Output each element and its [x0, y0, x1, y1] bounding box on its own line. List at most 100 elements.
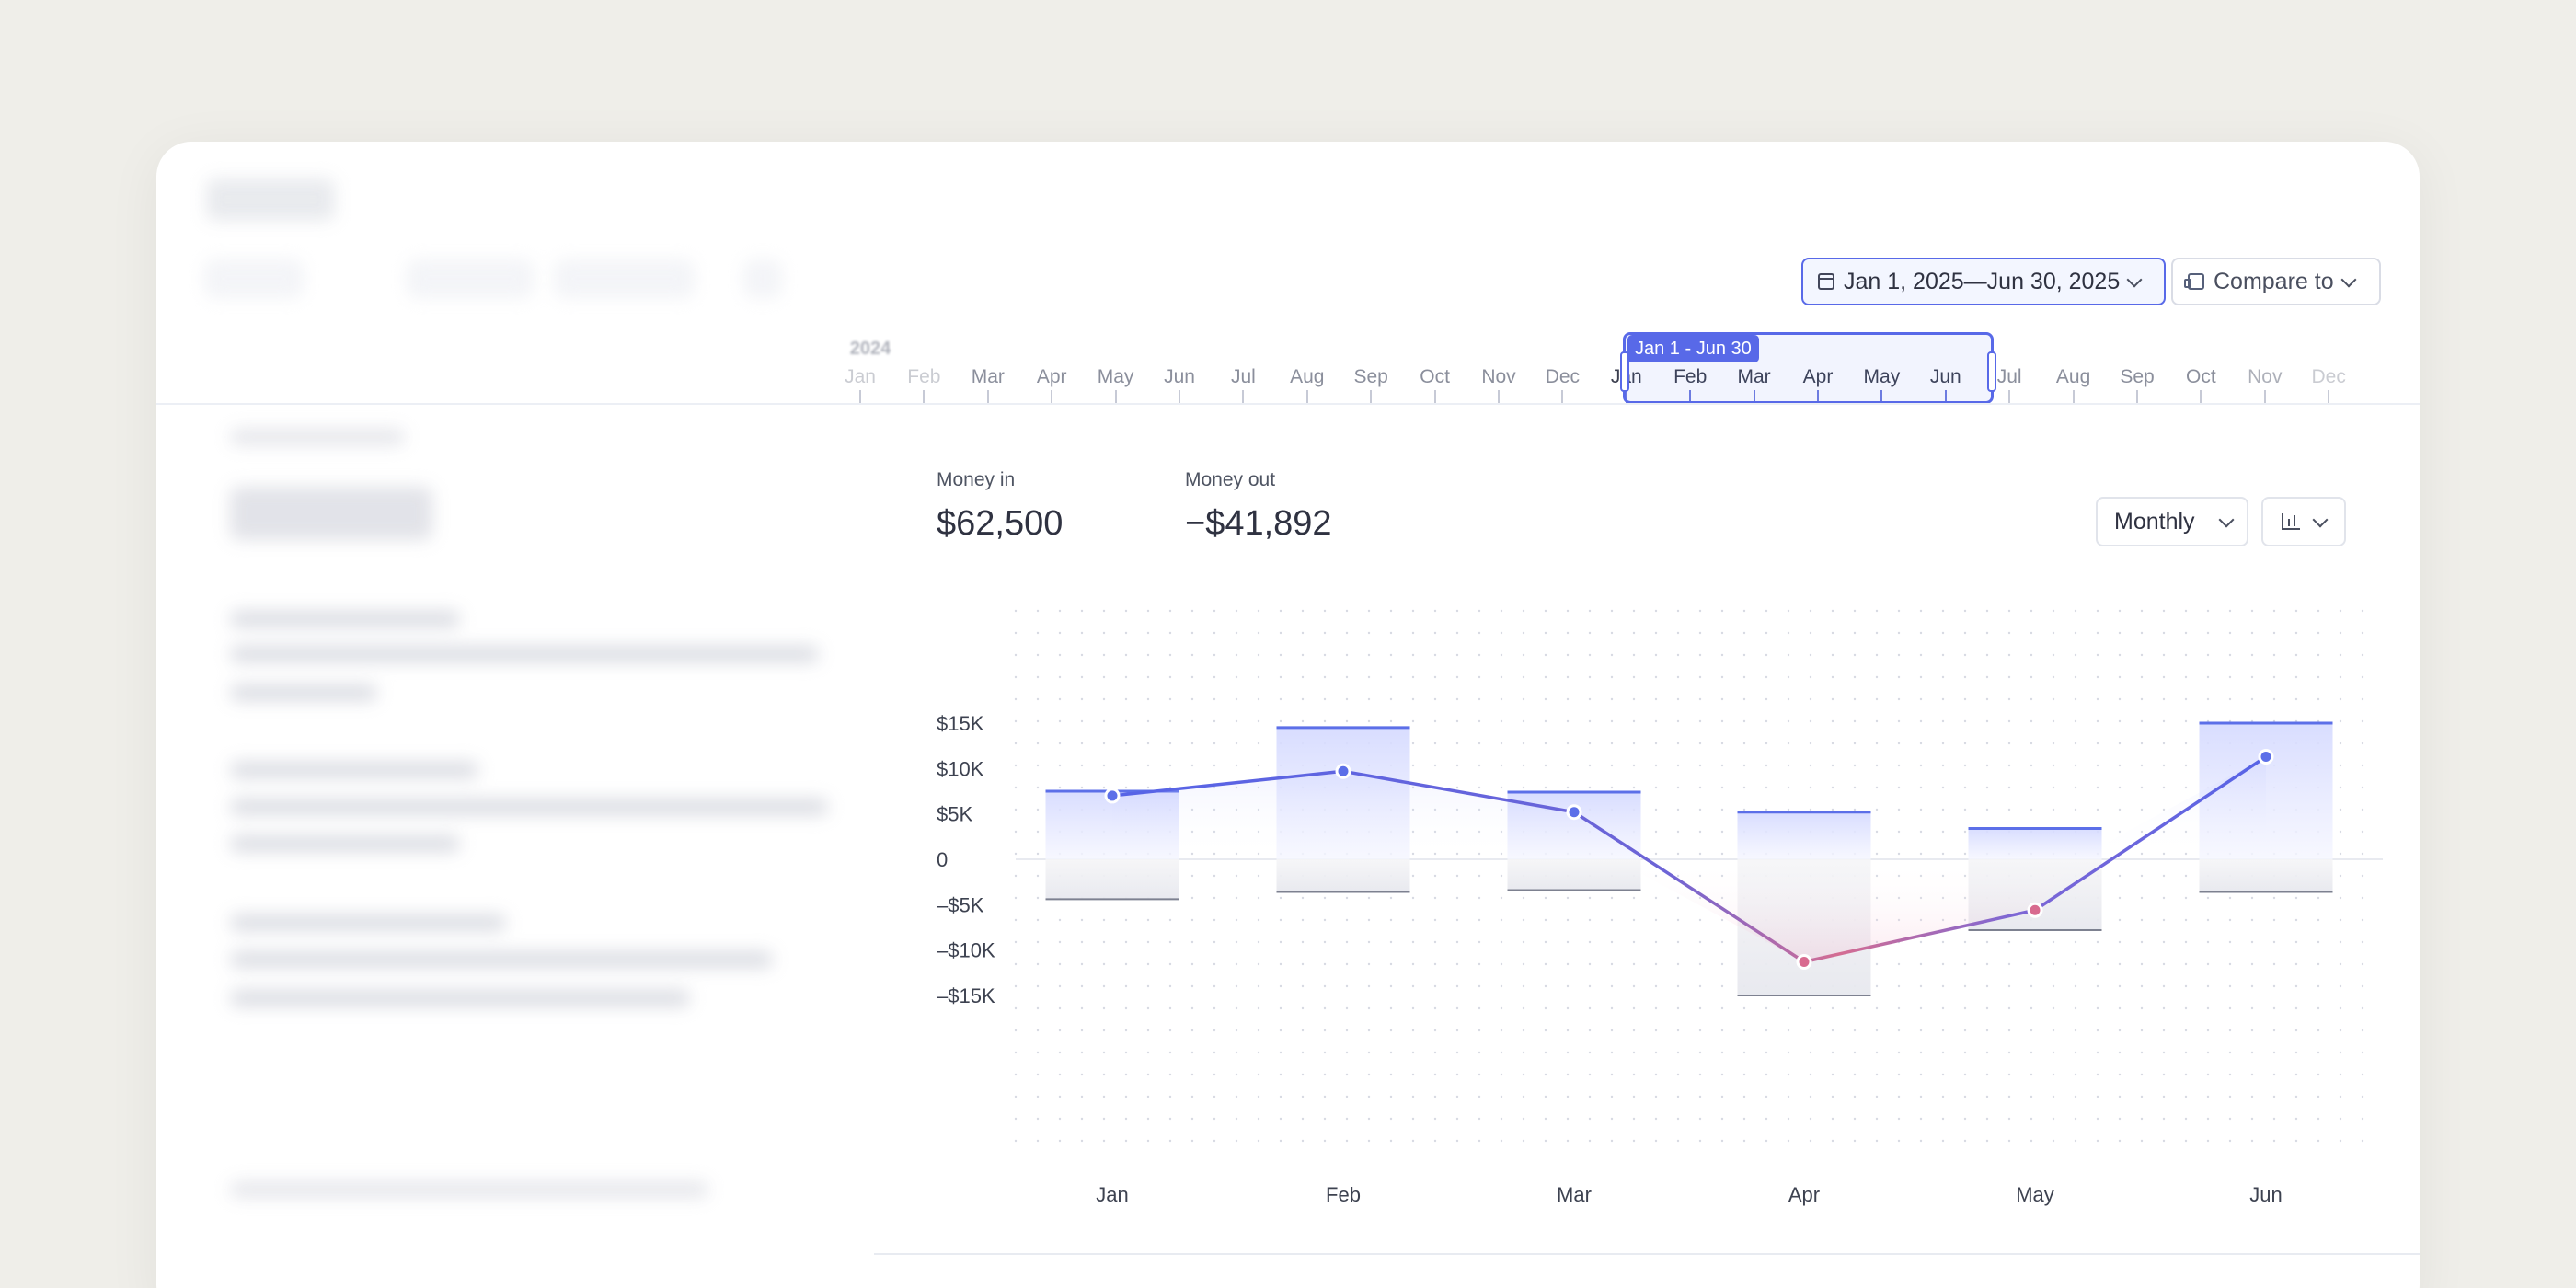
grid-dot	[1610, 697, 1614, 701]
grid-dot	[1058, 1095, 1062, 1098]
grid-dot	[1809, 786, 1812, 789]
grid-dot	[1544, 1073, 1547, 1076]
grid-dot	[2162, 675, 2166, 679]
timeline-month-11[interactable]: Nov	[1481, 366, 1516, 387]
timeline-month-6[interactable]: Jun	[1164, 366, 1195, 387]
grid-dot	[1787, 653, 1790, 657]
timeline-month-18[interactable]: Jun	[1929, 366, 1961, 387]
timeline[interactable]: 2024 Jan Feb Mar Apr May Jun Jul Aug Sep Oct Nov De…	[156, 142, 2420, 408]
grid-dot	[1941, 631, 1945, 635]
timeline-month-23[interactable]: Nov	[2248, 366, 2283, 387]
grid-dot	[1676, 852, 1680, 856]
timeline-month-4[interactable]: Apr	[1036, 366, 1067, 387]
timeline-month-22[interactable]: Oct	[2186, 366, 2216, 387]
grid-dot	[1389, 1073, 1393, 1076]
timeline-month-20[interactable]: Aug	[2055, 366, 2091, 387]
grid-dot	[1566, 1095, 1570, 1098]
timeline-month-10[interactable]: Oct	[1420, 366, 1450, 387]
grid-dot	[1279, 653, 1282, 657]
grid-dot	[1168, 1029, 1172, 1032]
grid-dot	[1676, 830, 1680, 834]
grid-dot	[2118, 918, 2122, 922]
cashflow-chart: $15K $10K $5K 0 –$5K –$10K –$15K Jan Feb Mar Apr Ma…	[937, 609, 2383, 1206]
grid-dot	[1632, 786, 1636, 789]
blurred-text-line-2	[230, 646, 819, 662]
timeline-month-15[interactable]: Mar	[1737, 366, 1771, 387]
grid-dot	[1919, 609, 1923, 613]
grid-dot	[1985, 1139, 1989, 1143]
timeline-month-5[interactable]: May	[1097, 366, 1134, 387]
grid-dot	[1853, 631, 1857, 635]
grid-dot	[1345, 1095, 1349, 1098]
grid-dot	[2162, 764, 2166, 767]
grid-dot	[1632, 631, 1636, 635]
timeline-month-16[interactable]: Apr	[1802, 366, 1834, 387]
grid-dot	[1455, 1095, 1459, 1098]
grid-dot	[1676, 1095, 1680, 1098]
grid-dot	[1875, 1006, 1879, 1010]
grid-dot	[1323, 1006, 1327, 1010]
grid-dot	[1367, 962, 1371, 966]
grid-dot	[2074, 1117, 2077, 1121]
timeline-month-3[interactable]: Mar	[971, 366, 1005, 387]
grid-dot	[2118, 742, 2122, 745]
grid-dot	[2118, 874, 2122, 878]
timeline-month-8[interactable]: Aug	[1290, 366, 1325, 387]
timeline-month-7[interactable]: Jul	[1230, 366, 1256, 387]
grid-dot	[1809, 631, 1812, 635]
x-axis-label-jun: Jun	[2249, 1183, 2282, 1206]
grid-dot	[1588, 719, 1592, 723]
grid-dot	[1124, 962, 1128, 966]
grid-dot	[2007, 786, 2011, 789]
timeline-month-12[interactable]: Dec	[1545, 366, 1581, 387]
timeline-month-1[interactable]: Jan	[845, 366, 876, 387]
grid-dot	[1566, 1006, 1570, 1010]
grid-dot	[1919, 1006, 1923, 1010]
grid-dot	[2339, 1051, 2342, 1054]
grid-dot	[1853, 1051, 1857, 1054]
grid-dot	[1411, 1051, 1415, 1054]
grid-dot	[1478, 786, 1481, 789]
timeline-month-2[interactable]: Feb	[907, 366, 941, 387]
grid-dot	[2184, 609, 2188, 613]
grid-dot	[1742, 1095, 1746, 1098]
date-range-label: Jan 1, 2025—Jun 30, 2025	[1844, 268, 2121, 294]
timeline-month-14[interactable]: Feb	[1673, 366, 1708, 387]
grid-dot	[1367, 896, 1371, 900]
timeline-month-9[interactable]: Sep	[1353, 366, 1388, 387]
grid-dot	[1610, 1139, 1614, 1143]
timeline-month-21[interactable]: Sep	[2120, 366, 2155, 387]
grid-dot	[1897, 1073, 1901, 1076]
y-axis-tick-label: –$10K	[937, 939, 995, 962]
grid-dot	[2030, 1073, 2033, 1076]
timeline-month-19[interactable]: Jul	[1996, 366, 2022, 387]
compare-to-button[interactable]: Compare to	[2171, 258, 2381, 305]
grid-dot	[1919, 719, 1923, 723]
timeline-month-17[interactable]: May	[1863, 366, 1901, 387]
grid-dot	[1455, 1029, 1459, 1032]
net-negative-area	[1615, 859, 2076, 962]
timeline-month-24[interactable]: Dec	[2311, 366, 2346, 387]
grid-dot	[1809, 1006, 1812, 1010]
grid-dot	[1478, 764, 1481, 767]
grid-dot	[1941, 1029, 1945, 1032]
grid-dot	[1963, 1117, 1967, 1121]
grid-dot	[1522, 653, 1525, 657]
grid-dot	[1522, 918, 1525, 922]
grid-dot	[2272, 1006, 2276, 1010]
period-select[interactable]: Monthly	[2096, 497, 2248, 546]
grid-dot	[2339, 653, 2342, 657]
chart-type-select[interactable]	[2261, 497, 2346, 546]
grid-dot	[1323, 631, 1327, 635]
grid-dot	[1058, 742, 1062, 745]
date-range-button[interactable]: Jan 1, 2025—Jun 30, 2025	[1801, 258, 2166, 305]
grid-dot	[2317, 1029, 2320, 1032]
timeline-baseline	[156, 403, 2420, 405]
grid-dot	[1698, 852, 1702, 856]
grid-dot	[1102, 984, 1106, 988]
grid-dot	[2317, 1051, 2320, 1054]
grid-dot	[2361, 1051, 2364, 1054]
grid-dot	[2250, 962, 2254, 966]
grid-dot	[1897, 1006, 1901, 1010]
grid-dot	[1853, 653, 1857, 657]
